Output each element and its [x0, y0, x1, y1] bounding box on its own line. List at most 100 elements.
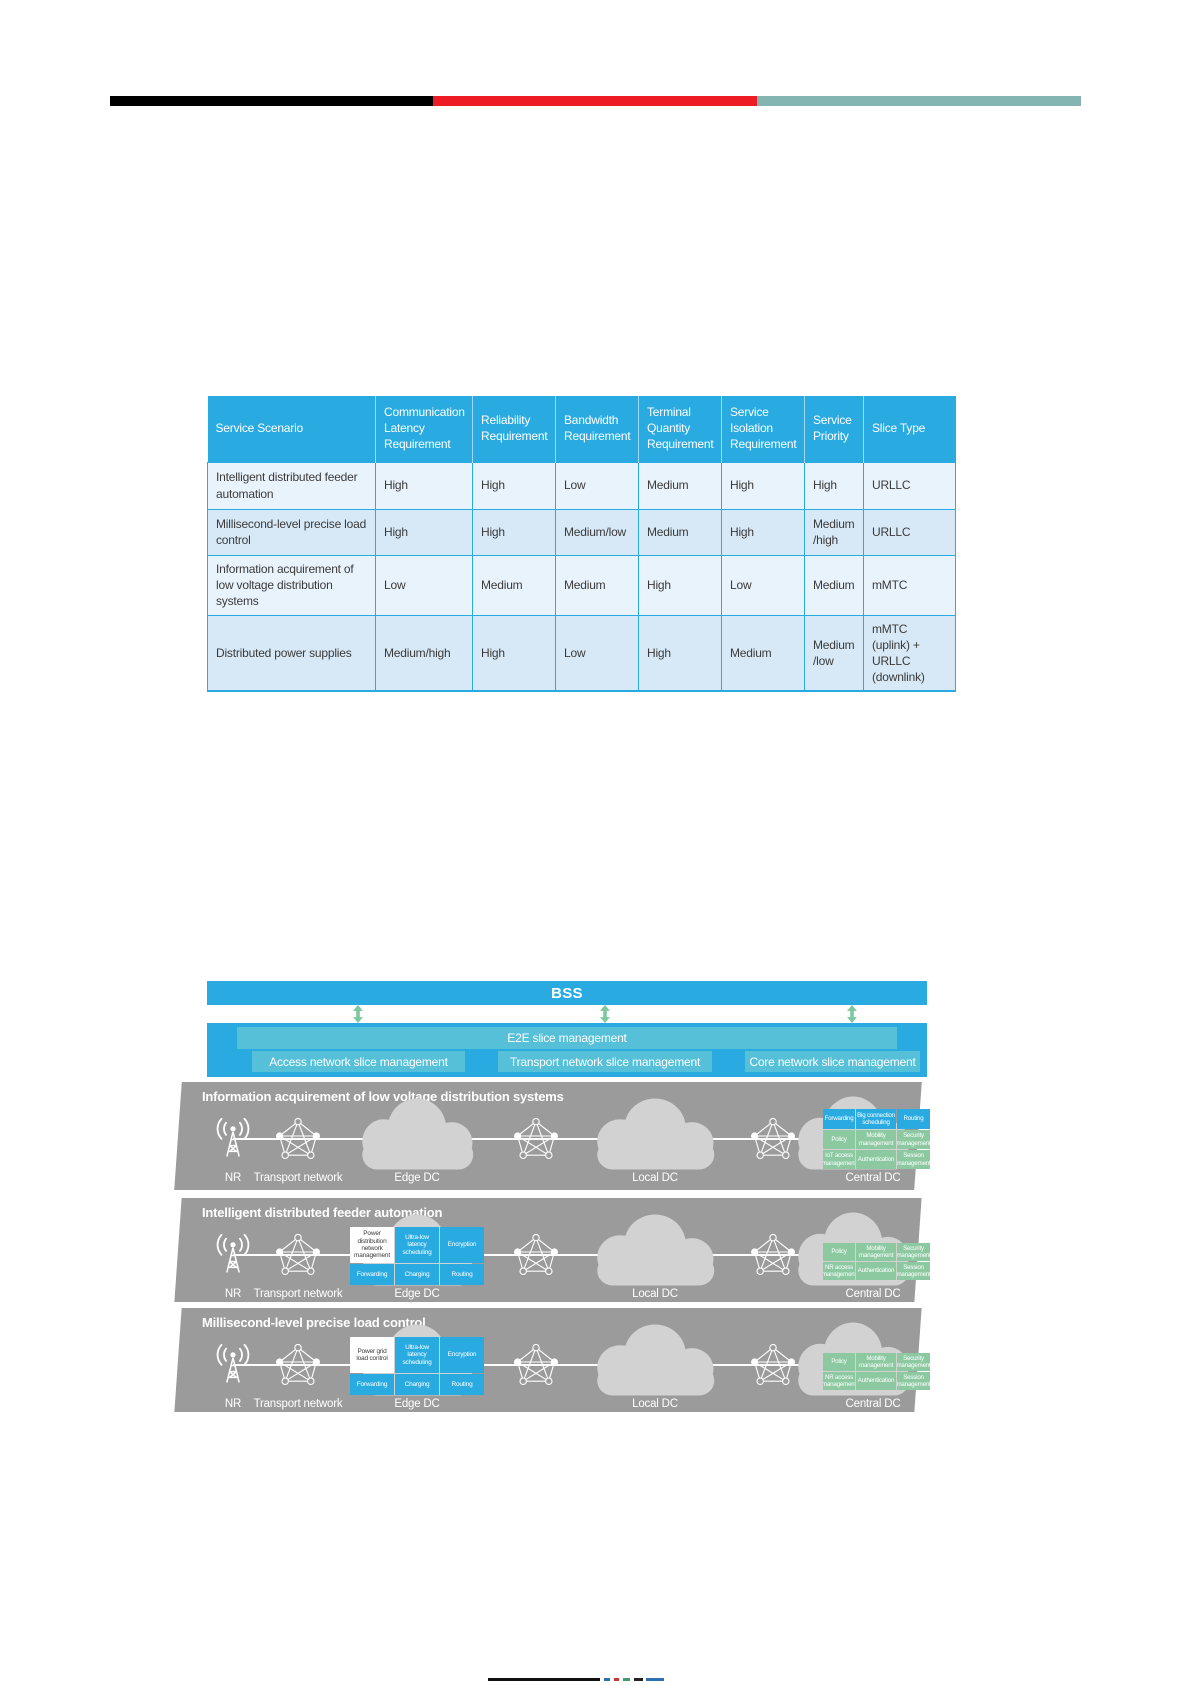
central-dc-function-grid: Forwarding Big connection scheduling Rou…	[823, 1109, 930, 1169]
edge-dc-label: Edge DC	[394, 1172, 440, 1184]
cell-value: Medium/low	[804, 614, 864, 693]
col-header-bandwidth: Bandwidth Requirement	[555, 396, 639, 462]
slice-band-precise-load-control: Millisecond-level precise load control P…	[174, 1308, 930, 1412]
cell-value: URLLC	[863, 461, 956, 510]
transport-network-mesh-icon	[512, 1116, 560, 1164]
function-box: Session management	[897, 1150, 930, 1169]
transport-network-mesh-icon	[274, 1116, 322, 1164]
function-box: IoT access management	[823, 1150, 855, 1169]
cell-value: Medium	[638, 461, 722, 510]
function-box: Power grid load control	[350, 1337, 394, 1373]
table-row: Distributed power supplies Medium/high H…	[207, 614, 956, 693]
cell-value: Low	[555, 614, 639, 693]
function-box: Forwarding	[350, 1374, 394, 1395]
double-arrow-icon	[845, 1005, 859, 1023]
cell-value: Medium/high	[804, 508, 864, 556]
local-dc-label: Local DC	[632, 1398, 678, 1410]
nr-label: NR	[224, 1288, 242, 1300]
transport-network-slice-management-box: Transport network slice management	[498, 1051, 712, 1072]
double-arrow-icon	[598, 1005, 612, 1023]
function-box: Authentication	[856, 1262, 896, 1280]
transport-network-label: Transport network	[253, 1398, 343, 1410]
function-box: Charging	[395, 1264, 439, 1285]
cell-value: High	[638, 554, 722, 616]
local-dc-label: Local DC	[632, 1288, 678, 1300]
cell-value: High	[638, 614, 722, 693]
core-network-slice-management-box: Core network slice management	[745, 1051, 920, 1072]
e2e-slice-management-bar: E2E slice management	[237, 1027, 897, 1049]
function-box: Power distribution network management	[350, 1227, 394, 1263]
nr-label: NR	[224, 1172, 242, 1184]
table-header-row: Service Scenario Communication Latency R…	[207, 396, 956, 462]
function-box: Routing	[440, 1264, 484, 1285]
function-box: Authentication	[856, 1372, 896, 1390]
cell-value: Low	[555, 461, 639, 510]
col-header-terminal-quantity: Terminal Quantity Requirement	[638, 396, 722, 462]
cell-value: High	[472, 461, 556, 510]
function-box: Ultra-low latency scheduling	[395, 1227, 439, 1263]
edge-dc-cloud	[344, 1097, 490, 1171]
col-header-reliability: Reliability Requirement	[472, 396, 556, 462]
cell-value: High	[472, 508, 556, 556]
service-requirements-table: Service Scenario Communication Latency R…	[207, 396, 956, 693]
central-dc-label: Central DC	[845, 1398, 901, 1410]
col-header-service-priority: Service Priority	[804, 396, 864, 462]
transport-network-label: Transport network	[253, 1288, 343, 1300]
function-box: Security management	[897, 1243, 930, 1261]
access-network-slice-management-box: Access network slice management	[252, 1051, 465, 1072]
table-row: Intelligent distributed feeder automatio…	[207, 461, 956, 510]
local-dc-cloud	[578, 1323, 732, 1397]
central-dc-label: Central DC	[845, 1288, 901, 1300]
function-box: Encryption	[440, 1227, 484, 1263]
slice-band-information-acquirement: Information acquirement of low voltage d…	[174, 1082, 930, 1190]
header-rule-red-segment	[433, 96, 757, 106]
bss-bar: BSS	[207, 981, 927, 1005]
function-box: Authentication	[856, 1150, 896, 1169]
cell-scenario: Information acquirement of low voltage d…	[207, 554, 376, 616]
cell-scenario: Distributed power supplies	[207, 614, 376, 693]
function-box: Forwarding	[823, 1109, 855, 1129]
cell-value: High	[721, 461, 805, 510]
cell-value: Medium/high	[375, 614, 473, 693]
transport-network-mesh-icon	[749, 1342, 797, 1390]
nr-antenna-icon	[210, 1228, 256, 1280]
cell-value: Low	[721, 554, 805, 616]
edge-dc-label: Edge DC	[394, 1398, 440, 1410]
col-header-service-isolation: Service Isolation Requirement	[721, 396, 805, 462]
transport-network-label: Transport network	[253, 1172, 343, 1184]
connector-line	[233, 1254, 863, 1256]
transport-network-mesh-icon	[274, 1232, 322, 1280]
band-title: Information acquirement of low voltage d…	[202, 1089, 564, 1104]
function-box: Policy	[823, 1130, 855, 1149]
col-header-service-scenario: Service Scenario	[207, 396, 376, 462]
function-box: Policy	[823, 1243, 855, 1261]
cell-value: High	[804, 461, 864, 510]
function-box: Forwarding	[350, 1264, 394, 1285]
cell-value: High	[375, 461, 473, 510]
cell-value: Medium/low	[555, 508, 639, 556]
function-box: Session management	[897, 1372, 930, 1390]
slice-management-panel: E2E slice management Access network slic…	[207, 1023, 927, 1077]
header-rule	[110, 96, 1081, 106]
edge-dc-label: Edge DC	[394, 1288, 440, 1300]
double-arrow-icon	[351, 1005, 365, 1023]
function-box: Ultra-low latency scheduling	[395, 1337, 439, 1373]
function-box: Session management	[897, 1262, 930, 1280]
function-box: Big connection scheduling	[856, 1109, 896, 1129]
transport-network-mesh-icon	[512, 1342, 560, 1390]
transport-network-mesh-icon	[749, 1232, 797, 1280]
header-rule-teal-segment	[757, 96, 1081, 106]
function-box: Mobility management	[856, 1130, 896, 1149]
cell-value: Low	[375, 554, 473, 616]
central-dc-function-grid: Policy Mobility management Security mana…	[823, 1243, 930, 1280]
cell-value: Medium	[721, 614, 805, 693]
local-dc-label: Local DC	[632, 1172, 678, 1184]
function-box: Routing	[897, 1109, 930, 1129]
connector-line	[233, 1138, 863, 1140]
band-title: Millisecond-level precise load control	[202, 1315, 426, 1330]
cell-value: High	[375, 508, 473, 556]
function-box: Encryption	[440, 1337, 484, 1373]
col-header-slice-type: Slice Type	[863, 396, 956, 462]
local-dc-cloud	[578, 1097, 732, 1171]
